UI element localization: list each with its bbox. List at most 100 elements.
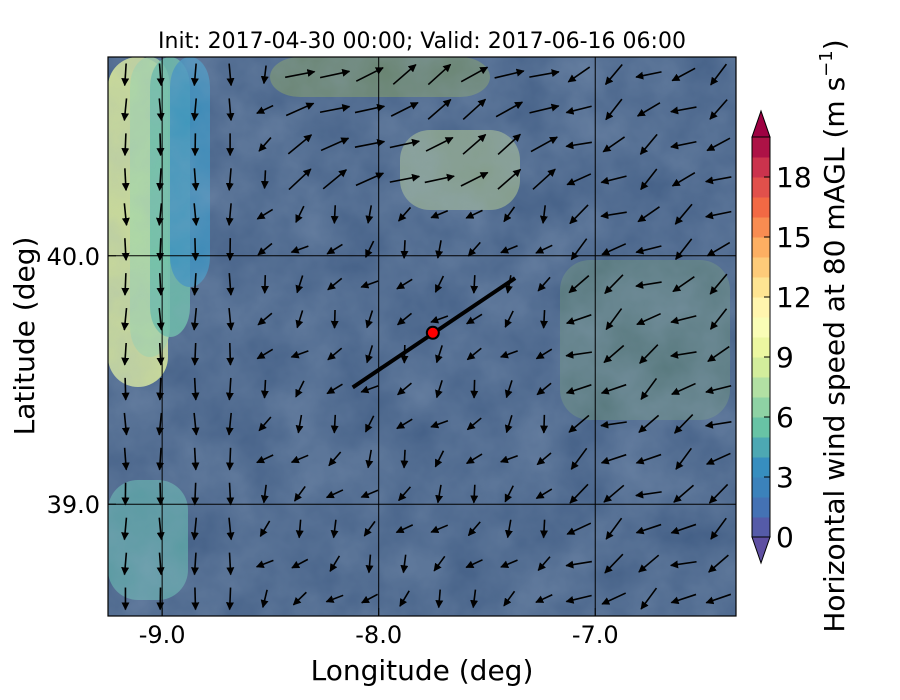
wind-arrow [330,519,339,539]
wind-arrow [604,553,624,574]
wind-arrow [365,205,374,224]
wind-arrow [535,244,553,254]
wind-arrow [295,519,304,539]
wind-arrow [226,98,235,122]
wind-arrow [465,313,483,325]
wind-arrow [670,560,697,569]
wind-arrow [504,380,513,399]
wind-arrow [290,454,309,464]
wind-arrow [470,484,479,504]
wind-arrow [191,482,200,506]
wind-arrow [259,520,271,538]
wind-arrow [570,447,588,470]
wind-arrow [565,560,592,569]
wind-arrow [500,244,518,254]
wind-arrow [121,517,130,541]
wind-arrow [365,240,375,258]
wind-arrow [635,245,662,255]
colorbar-level [752,417,770,438]
wind-arrow [191,587,200,611]
map-panel [108,57,736,616]
wind-arrow [504,519,513,539]
wind-arrow [638,414,660,433]
wind-arrow [156,517,165,541]
colorbar-label-exponent: −1 [816,50,837,77]
colorbar-extend-max [751,109,771,138]
wind-arrow [256,454,274,464]
wind-arrow [226,552,235,576]
wind-arrow [156,168,165,192]
colorbar-tick-label: 12 [776,281,812,314]
wind-arrow [470,589,479,609]
wind-arrow [540,519,549,539]
wind-arrow [640,587,658,610]
wind-arrow [605,98,623,121]
x-tick-label: -8.0 [355,621,402,649]
wind-arrow [704,420,732,429]
wind-arrow [705,452,731,465]
wind-arrow [290,245,309,254]
wind-arrow [637,206,660,223]
wind-arrow [190,273,199,296]
wind-arrow [435,589,444,609]
wind-arrow [460,66,489,83]
wind-arrow [434,275,445,293]
wind-arrow [671,382,696,395]
wind-arrow [121,168,130,192]
wind-arrow [256,348,274,360]
wind-arrow [706,137,731,152]
wind-arrow [260,484,269,504]
colorbar-level [752,297,770,318]
wind-arrow [539,205,548,224]
wind-arrow [295,205,305,224]
wind-arrow [360,280,379,289]
wind-arrow [156,482,165,506]
wind-arrow [260,379,269,399]
colorbar-tick-label: 9 [776,341,794,374]
wind-arrow [495,101,524,118]
wind-arrow [121,238,130,261]
wind-arrow [670,315,697,325]
wind-arrow [532,168,556,190]
wind-arrow [398,486,412,502]
wind-arrow [260,170,269,190]
wind-arrow [600,175,627,185]
wind-arrow [537,556,551,572]
wind-arrow [191,168,200,192]
wind-arrow [398,206,412,222]
wind-arrow [256,208,274,220]
wind-arrow [635,523,662,535]
wind-arrow [705,210,732,220]
wind-arrow [295,414,304,434]
wind-arrow [470,275,479,294]
wind-arrow [600,211,627,220]
colorbar [751,109,771,565]
wind-arrow [639,133,658,155]
wind-arrow [462,98,487,121]
wind-arrow [540,414,549,434]
wind-arrow [360,385,379,394]
colorbar-tick-label: 6 [776,401,794,434]
wind-arrow [462,133,487,155]
wind-arrow [330,310,339,329]
wind-arrow [709,308,728,330]
wind-arrow [354,138,386,148]
x-axis-ticks: -9.0 -8.0 -7.0 [139,608,619,649]
wind-arrow [674,203,693,225]
wind-arrow [430,210,449,219]
colorbar-tick-label: 15 [776,221,812,254]
wind-arrow [605,517,623,540]
wind-arrow [121,98,130,122]
wind-arrow [565,384,592,395]
colorbar-level [752,377,770,398]
wind-arrow [604,274,624,294]
terrain-shading [108,57,736,616]
wind-arrow [500,559,518,568]
wind-arrow [354,103,386,114]
wind-arrow [600,383,627,395]
wind-arrow [503,206,516,223]
wind-arrow [466,417,482,431]
wind-arrow [467,521,481,537]
wind-arrow [435,345,443,364]
colorbar-level [752,397,770,418]
